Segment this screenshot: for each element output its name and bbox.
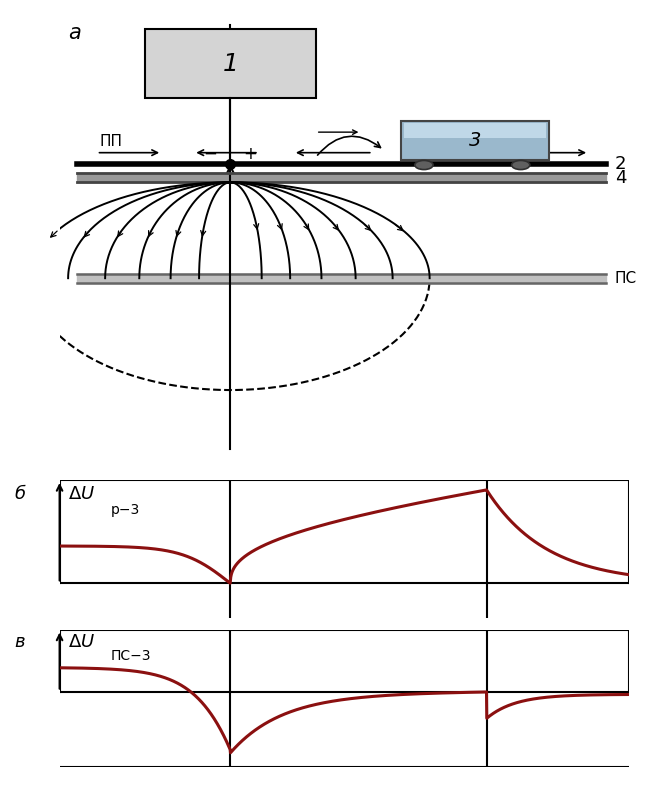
Text: 3: 3 [469,131,481,150]
Text: в: в [15,633,25,651]
Text: $\Delta U$: $\Delta U$ [68,633,95,651]
Text: 1: 1 [222,52,238,76]
Text: р−3: р−3 [111,503,140,517]
Text: −: − [203,145,217,163]
Text: $\Delta U$: $\Delta U$ [68,485,95,503]
FancyBboxPatch shape [145,29,316,98]
Ellipse shape [512,161,530,169]
Text: ПС: ПС [614,271,637,286]
Text: +: + [244,145,258,163]
Text: ПС−3: ПС−3 [111,648,152,663]
Text: б: б [15,485,25,503]
Text: а: а [68,23,81,42]
Text: 2: 2 [614,155,626,173]
Ellipse shape [415,161,433,169]
Text: 4: 4 [614,168,626,187]
FancyBboxPatch shape [401,120,549,160]
FancyBboxPatch shape [404,124,546,139]
Text: ПП: ПП [99,134,122,149]
